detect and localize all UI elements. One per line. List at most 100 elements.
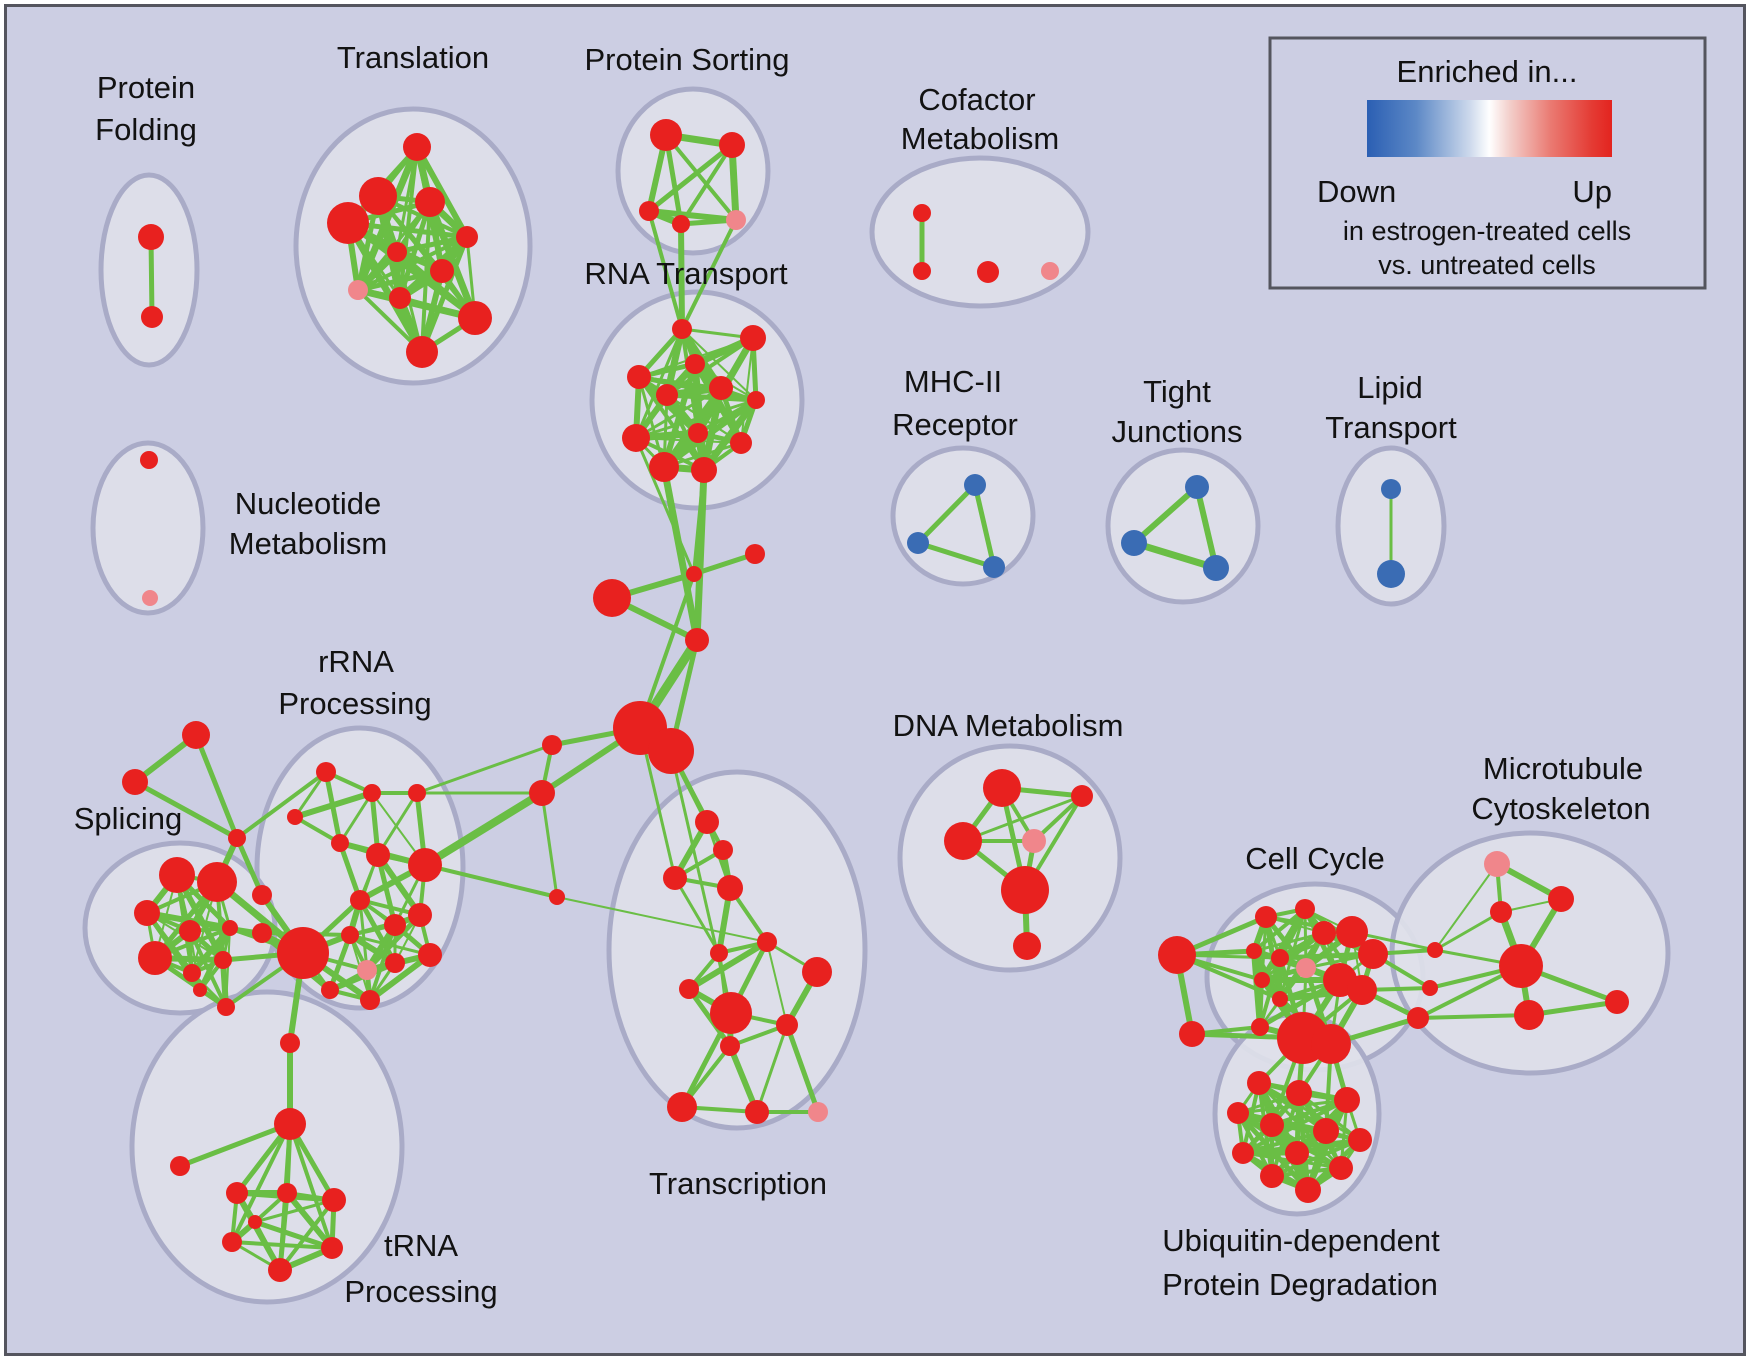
network-node-cf4	[1041, 262, 1059, 280]
network-edge	[193, 732, 240, 841]
network-node-rt10	[649, 452, 679, 482]
legend-caption-line1: in estrogen-treated cells	[1343, 216, 1631, 246]
network-edge	[1252, 907, 1307, 953]
network-edge	[1252, 931, 1326, 953]
network-edge	[647, 209, 684, 331]
network-node-tl11	[406, 336, 438, 368]
network-node-r15	[321, 981, 339, 999]
network-node-u11	[1260, 1164, 1284, 1188]
cluster-label-rna-transport: RNA Transport	[584, 256, 788, 291]
network-edge	[177, 1121, 293, 1169]
network-node-d3	[944, 822, 982, 860]
network-edge	[414, 144, 470, 240]
network-node-sp_b	[122, 769, 148, 795]
cluster-ellipse-mhc-ii-receptor	[890, 445, 1036, 587]
network-node-rt9	[730, 432, 752, 454]
network-edge	[355, 268, 445, 293]
cluster-label-lipid-transport: Transport	[1325, 410, 1457, 445]
legend-box	[1268, 36, 1707, 290]
nodes-layer	[122, 119, 1629, 1282]
network-node-m5	[1514, 1000, 1544, 1030]
network-edge	[634, 436, 696, 576]
cluster-label-ubiquitin-degradation: Protein Degradation	[1162, 1267, 1438, 1302]
network-node-u7	[1348, 1128, 1372, 1152]
network-node-s3	[134, 900, 160, 926]
network-node-tb4	[685, 628, 709, 652]
cluster-label-microtubule-cytoskeleton: Microtubule	[1483, 751, 1643, 786]
network-node-tr9	[710, 992, 752, 1034]
network-edge	[252, 1219, 335, 1251]
legend-gradient-bar	[1367, 100, 1612, 157]
network-edge	[1131, 484, 1200, 546]
network-node-s5	[222, 920, 238, 936]
network-edge	[692, 468, 706, 576]
network-node-s11	[217, 998, 235, 1016]
network-node-d5	[1001, 866, 1049, 914]
network-node-hs1	[542, 735, 562, 755]
network-edge	[638, 572, 696, 730]
network-node-tr11	[720, 1036, 740, 1056]
cluster-label-trna-processing: Processing	[344, 1274, 497, 1309]
network-node-cf2	[913, 262, 931, 280]
network-node-tr7	[679, 979, 699, 999]
network-edge	[961, 794, 1084, 843]
network-edge	[1433, 910, 1503, 952]
network-node-c17	[1251, 1018, 1269, 1036]
network-node-rhub	[277, 927, 329, 979]
network-edge	[284, 1190, 335, 1251]
network-edge	[253, 1198, 336, 1224]
network-node-m4	[1499, 944, 1543, 988]
network-node-nm2	[142, 590, 158, 606]
network-node-r8	[408, 903, 432, 927]
network-edge	[700, 396, 760, 474]
network-edge	[423, 863, 559, 899]
network-node-rt4	[709, 376, 733, 400]
network-node-cf1	[913, 204, 931, 222]
network-node-m3	[1490, 901, 1512, 923]
network-node-t4	[322, 1188, 346, 1212]
network-node-tj3	[1203, 555, 1229, 581]
cluster-label-splicing: Splicing	[74, 801, 183, 836]
network-edge	[421, 789, 546, 869]
network-node-tr12	[667, 1092, 697, 1122]
network-node-t5	[222, 1232, 242, 1252]
network-node-u1	[1247, 1071, 1271, 1095]
network-node-rt8	[688, 423, 708, 443]
network-node-tr13	[745, 1100, 769, 1124]
cluster-label-rrna-processing: rRNA	[318, 644, 394, 679]
cluster-label-mhc-ii-receptor: MHC-II	[904, 364, 1002, 399]
network-edge	[415, 743, 554, 795]
network-edge	[680, 218, 738, 331]
network-node-rt0	[672, 319, 692, 339]
network-node-t7	[268, 1258, 292, 1282]
network-node-tr14	[808, 1102, 828, 1122]
network-edge	[678, 221, 685, 332]
network-node-rt11	[691, 457, 717, 483]
network-edge	[634, 327, 684, 440]
network-node-pf1	[138, 224, 164, 250]
network-node-tj2	[1121, 530, 1147, 556]
network-edge	[755, 1023, 789, 1114]
cluster-ellipse-trna-processing	[129, 989, 405, 1305]
network-node-d2	[1071, 785, 1093, 807]
network-node-u3	[1334, 1087, 1360, 1113]
cluster-label-protein-folding: Folding	[95, 112, 197, 147]
network-node-ps5	[726, 210, 746, 230]
cluster-label-mhc-ii-receptor: Receptor	[892, 407, 1018, 442]
network-edge	[915, 482, 978, 546]
network-node-tb1	[745, 544, 765, 564]
network-edge	[394, 234, 470, 255]
cluster-label-cell-cycle: Cell Cycle	[1245, 841, 1385, 876]
network-node-mh1	[964, 474, 986, 496]
network-edge	[235, 770, 328, 840]
network-edge	[348, 933, 432, 957]
network-node-u2	[1286, 1080, 1312, 1106]
network-edge	[646, 208, 739, 223]
network-node-s10	[252, 885, 272, 905]
network-node-d6	[1013, 932, 1041, 960]
network-node-r14	[418, 943, 442, 967]
network-node-r3	[408, 784, 426, 802]
network-edge	[278, 1198, 336, 1272]
legend-caption-line2: vs. untreated cells	[1378, 250, 1596, 280]
network-node-c5	[1246, 943, 1262, 959]
